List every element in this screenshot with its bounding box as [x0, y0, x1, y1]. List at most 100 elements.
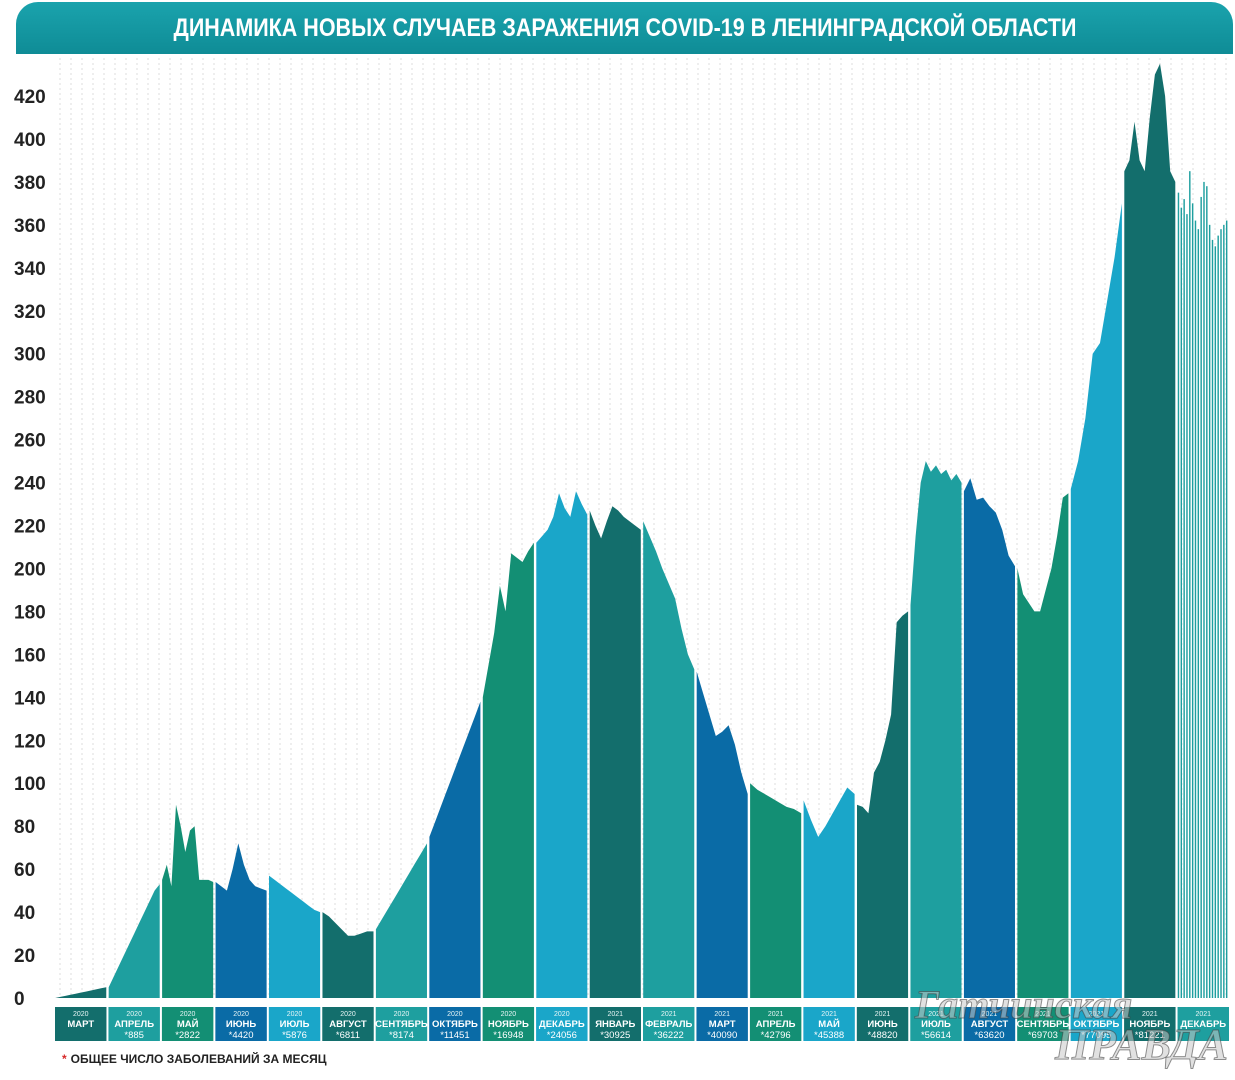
month-year-label: 2020 — [501, 1011, 517, 1018]
month-total-label: *69703 — [1028, 1030, 1058, 1041]
month-name-label: МАЙ — [177, 1018, 199, 1030]
december-bar — [1189, 171, 1191, 998]
month-label-box — [803, 1007, 855, 1041]
month-label-box — [55, 1007, 107, 1041]
december-bar — [1183, 199, 1185, 999]
month-label-box — [429, 1007, 481, 1041]
month-year-label: 2021 — [982, 1011, 998, 1018]
december-bar — [1225, 220, 1228, 999]
series-area-8 — [482, 542, 534, 998]
month-label-box — [375, 1007, 428, 1041]
y-tick-label: 80 — [14, 817, 35, 838]
series-area-16 — [910, 461, 962, 999]
december-bar — [1217, 235, 1219, 999]
month-year-label: 2020 — [180, 1011, 196, 1018]
month-label-box — [910, 1007, 962, 1041]
series-area-20 — [1124, 63, 1176, 999]
month-name-label: ЯНВАРЬ — [595, 1019, 635, 1030]
series-area-18 — [1017, 493, 1069, 998]
december-bar — [1223, 224, 1225, 998]
series-area-12 — [696, 671, 748, 998]
december-bar — [1220, 229, 1222, 999]
series-area-9 — [536, 491, 588, 998]
footnote-text: ОБЩЕЕ ЧИСЛО ЗАБОЛЕВАНИЙ ЗА МЕСЯЦ — [70, 1052, 327, 1066]
december-bar — [1203, 181, 1205, 998]
y-axis: 0 20 40 60 80 100 120 140 160 180 200 220 240 260 280 3… — [14, 87, 46, 1010]
chart-title: ДИНАМИКА НОВЫХ СЛУЧАЕВ ЗАРАЖЕНИЯ COVID-1… — [173, 13, 1076, 42]
month-name-label: ИЮНЬ — [867, 1019, 897, 1030]
month-name-label: НОЯБРЬ — [1129, 1019, 1170, 1030]
y-tick-label: 220 — [14, 517, 46, 538]
month-year-label: 2021 — [1089, 1011, 1105, 1018]
month-label-box — [536, 1007, 588, 1041]
footnote-star: * — [62, 1052, 67, 1066]
month-label-box — [589, 1007, 641, 1041]
month-total-label: *11451 — [440, 1030, 469, 1041]
y-tick-label: 200 — [14, 559, 46, 580]
december-bar — [1191, 203, 1194, 998]
month-total-label: *16948 — [493, 1030, 523, 1041]
y-tick-label: 100 — [14, 774, 46, 795]
month-name-label: АПРЕЛЬ — [114, 1019, 154, 1030]
month-total-label: *63620 — [974, 1030, 1004, 1041]
series-area-13 — [750, 783, 802, 998]
series-area-2 — [162, 804, 214, 998]
month-name-label: МАРТ — [67, 1019, 94, 1030]
month-year-label: 2021 — [768, 1011, 784, 1018]
month-name-label: ИЮЛЬ — [921, 1019, 951, 1030]
month-name-label: ДЕКАБРЬ — [539, 1019, 585, 1030]
month-year-label: 2020 — [73, 1011, 89, 1018]
month-name-label: СЕНТЯБРЬ — [1017, 1019, 1070, 1030]
month-year-label: 2020 — [554, 1011, 570, 1018]
y-tick-label: 280 — [14, 388, 46, 409]
y-tick-label: 0 — [14, 989, 25, 1010]
series-area-10 — [589, 506, 641, 998]
month-name-label: ДЕКАБРЬ — [1180, 1019, 1226, 1030]
month-year-label: 2021 — [1195, 1011, 1211, 1018]
month-total-label: *4420 — [229, 1030, 254, 1041]
month-total-label: *42796 — [761, 1030, 791, 1041]
y-tick-label: 400 — [14, 130, 46, 151]
series-area-19 — [1070, 203, 1122, 998]
series-area-11 — [643, 521, 695, 998]
footnote: * ОБЩЕЕ ЧИСЛО ЗАБОЛЕВАНИЙ ЗА МЕСЯЦ — [62, 1052, 327, 1066]
month-label-box — [856, 1007, 909, 1041]
y-tick-label: 40 — [14, 903, 35, 924]
december-bar — [1200, 196, 1202, 998]
series-area-5 — [322, 912, 374, 998]
month-year-label: 2020 — [340, 1011, 356, 1018]
month-label-box — [963, 1007, 1016, 1041]
month-name-label: АПРЕЛЬ — [756, 1019, 796, 1030]
month-name-label: МАРТ — [709, 1019, 736, 1030]
month-label-box — [696, 1007, 748, 1041]
y-tick-label: 140 — [14, 688, 46, 709]
series-area-6 — [375, 843, 427, 998]
y-tick-label: 300 — [14, 345, 46, 366]
month-name-label: ИЮНЬ — [226, 1019, 256, 1030]
y-tick-label: 420 — [14, 87, 46, 108]
month-label-box — [482, 1007, 535, 1041]
month-label-box — [1124, 1007, 1176, 1041]
month-total-label: *24056 — [547, 1030, 577, 1041]
month-label-box — [161, 1007, 214, 1041]
month-label-box — [1177, 1007, 1229, 1041]
x-axis: 2020МАРТ2020АПРЕЛЬ*8852020МАЙ*28222020ИЮ… — [55, 1007, 1229, 1041]
month-total-label: *45388 — [814, 1030, 844, 1041]
y-tick-label: 260 — [14, 431, 46, 452]
month-year-label: 2021 — [875, 1011, 891, 1018]
month-name-label: АВГУСТ — [971, 1019, 1009, 1030]
december-bar — [1197, 229, 1200, 999]
y-tick-label: 180 — [14, 602, 46, 623]
month-name-label: ОКТЯБРЬ — [432, 1019, 478, 1030]
month-total-label: *5876 — [282, 1030, 307, 1041]
month-name-label: АВГУСТ — [329, 1019, 367, 1030]
y-tick-label: 20 — [14, 946, 35, 967]
december-bar — [1180, 207, 1183, 998]
month-total-label: *30925 — [600, 1030, 630, 1041]
month-total-label: *8174 — [389, 1030, 414, 1041]
month-name-label: МАЙ — [818, 1018, 840, 1030]
december-bar — [1214, 246, 1217, 999]
y-tick-label: 320 — [14, 302, 46, 323]
month-total-label: *40090 — [707, 1030, 737, 1041]
y-tick-label: 60 — [14, 860, 35, 881]
